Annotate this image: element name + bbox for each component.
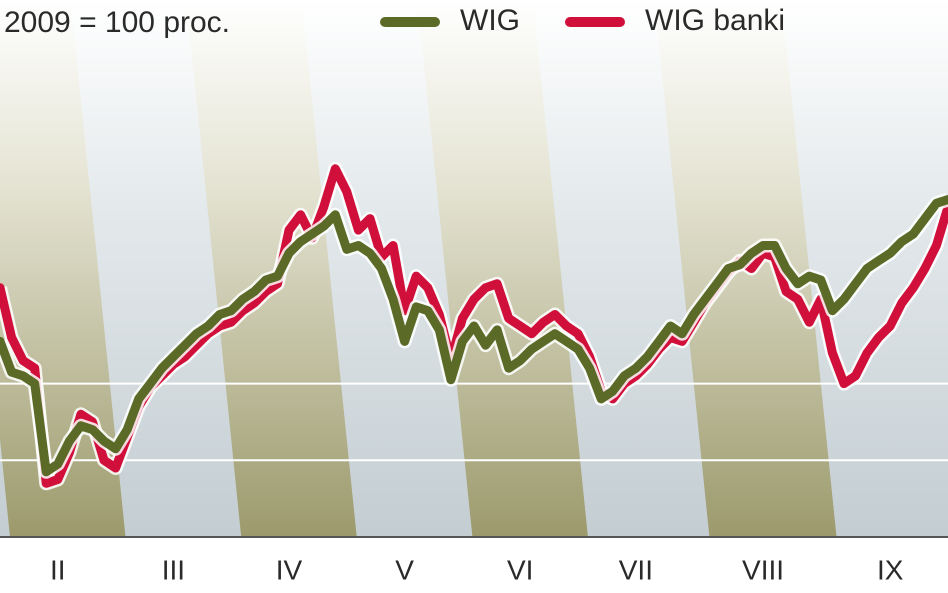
series-line (0, 195, 948, 477)
x-tick-label: VI (507, 554, 533, 585)
band (417, 0, 589, 537)
x-tick-label: VIII (742, 554, 784, 585)
legend-label: WIG (460, 4, 520, 37)
x-tick-label: IX (877, 554, 904, 585)
legend-label: WIG banki (645, 4, 785, 37)
band (70, 0, 242, 537)
legend: WIG WIG banki (380, 4, 785, 37)
x-labels: II III IV V VI VII VIII IX (50, 554, 904, 585)
subtitle: 2009 = 100 proc. (4, 6, 230, 39)
lines (0, 161, 948, 491)
background-bands (0, 0, 948, 537)
x-tick-label: IV (276, 554, 303, 585)
x-tick-label: VII (619, 554, 653, 585)
x-tick-label: III (162, 554, 185, 585)
band (186, 0, 357, 537)
x-tick-label: V (395, 554, 414, 585)
band (533, 0, 710, 537)
x-tick-label: II (50, 554, 66, 585)
